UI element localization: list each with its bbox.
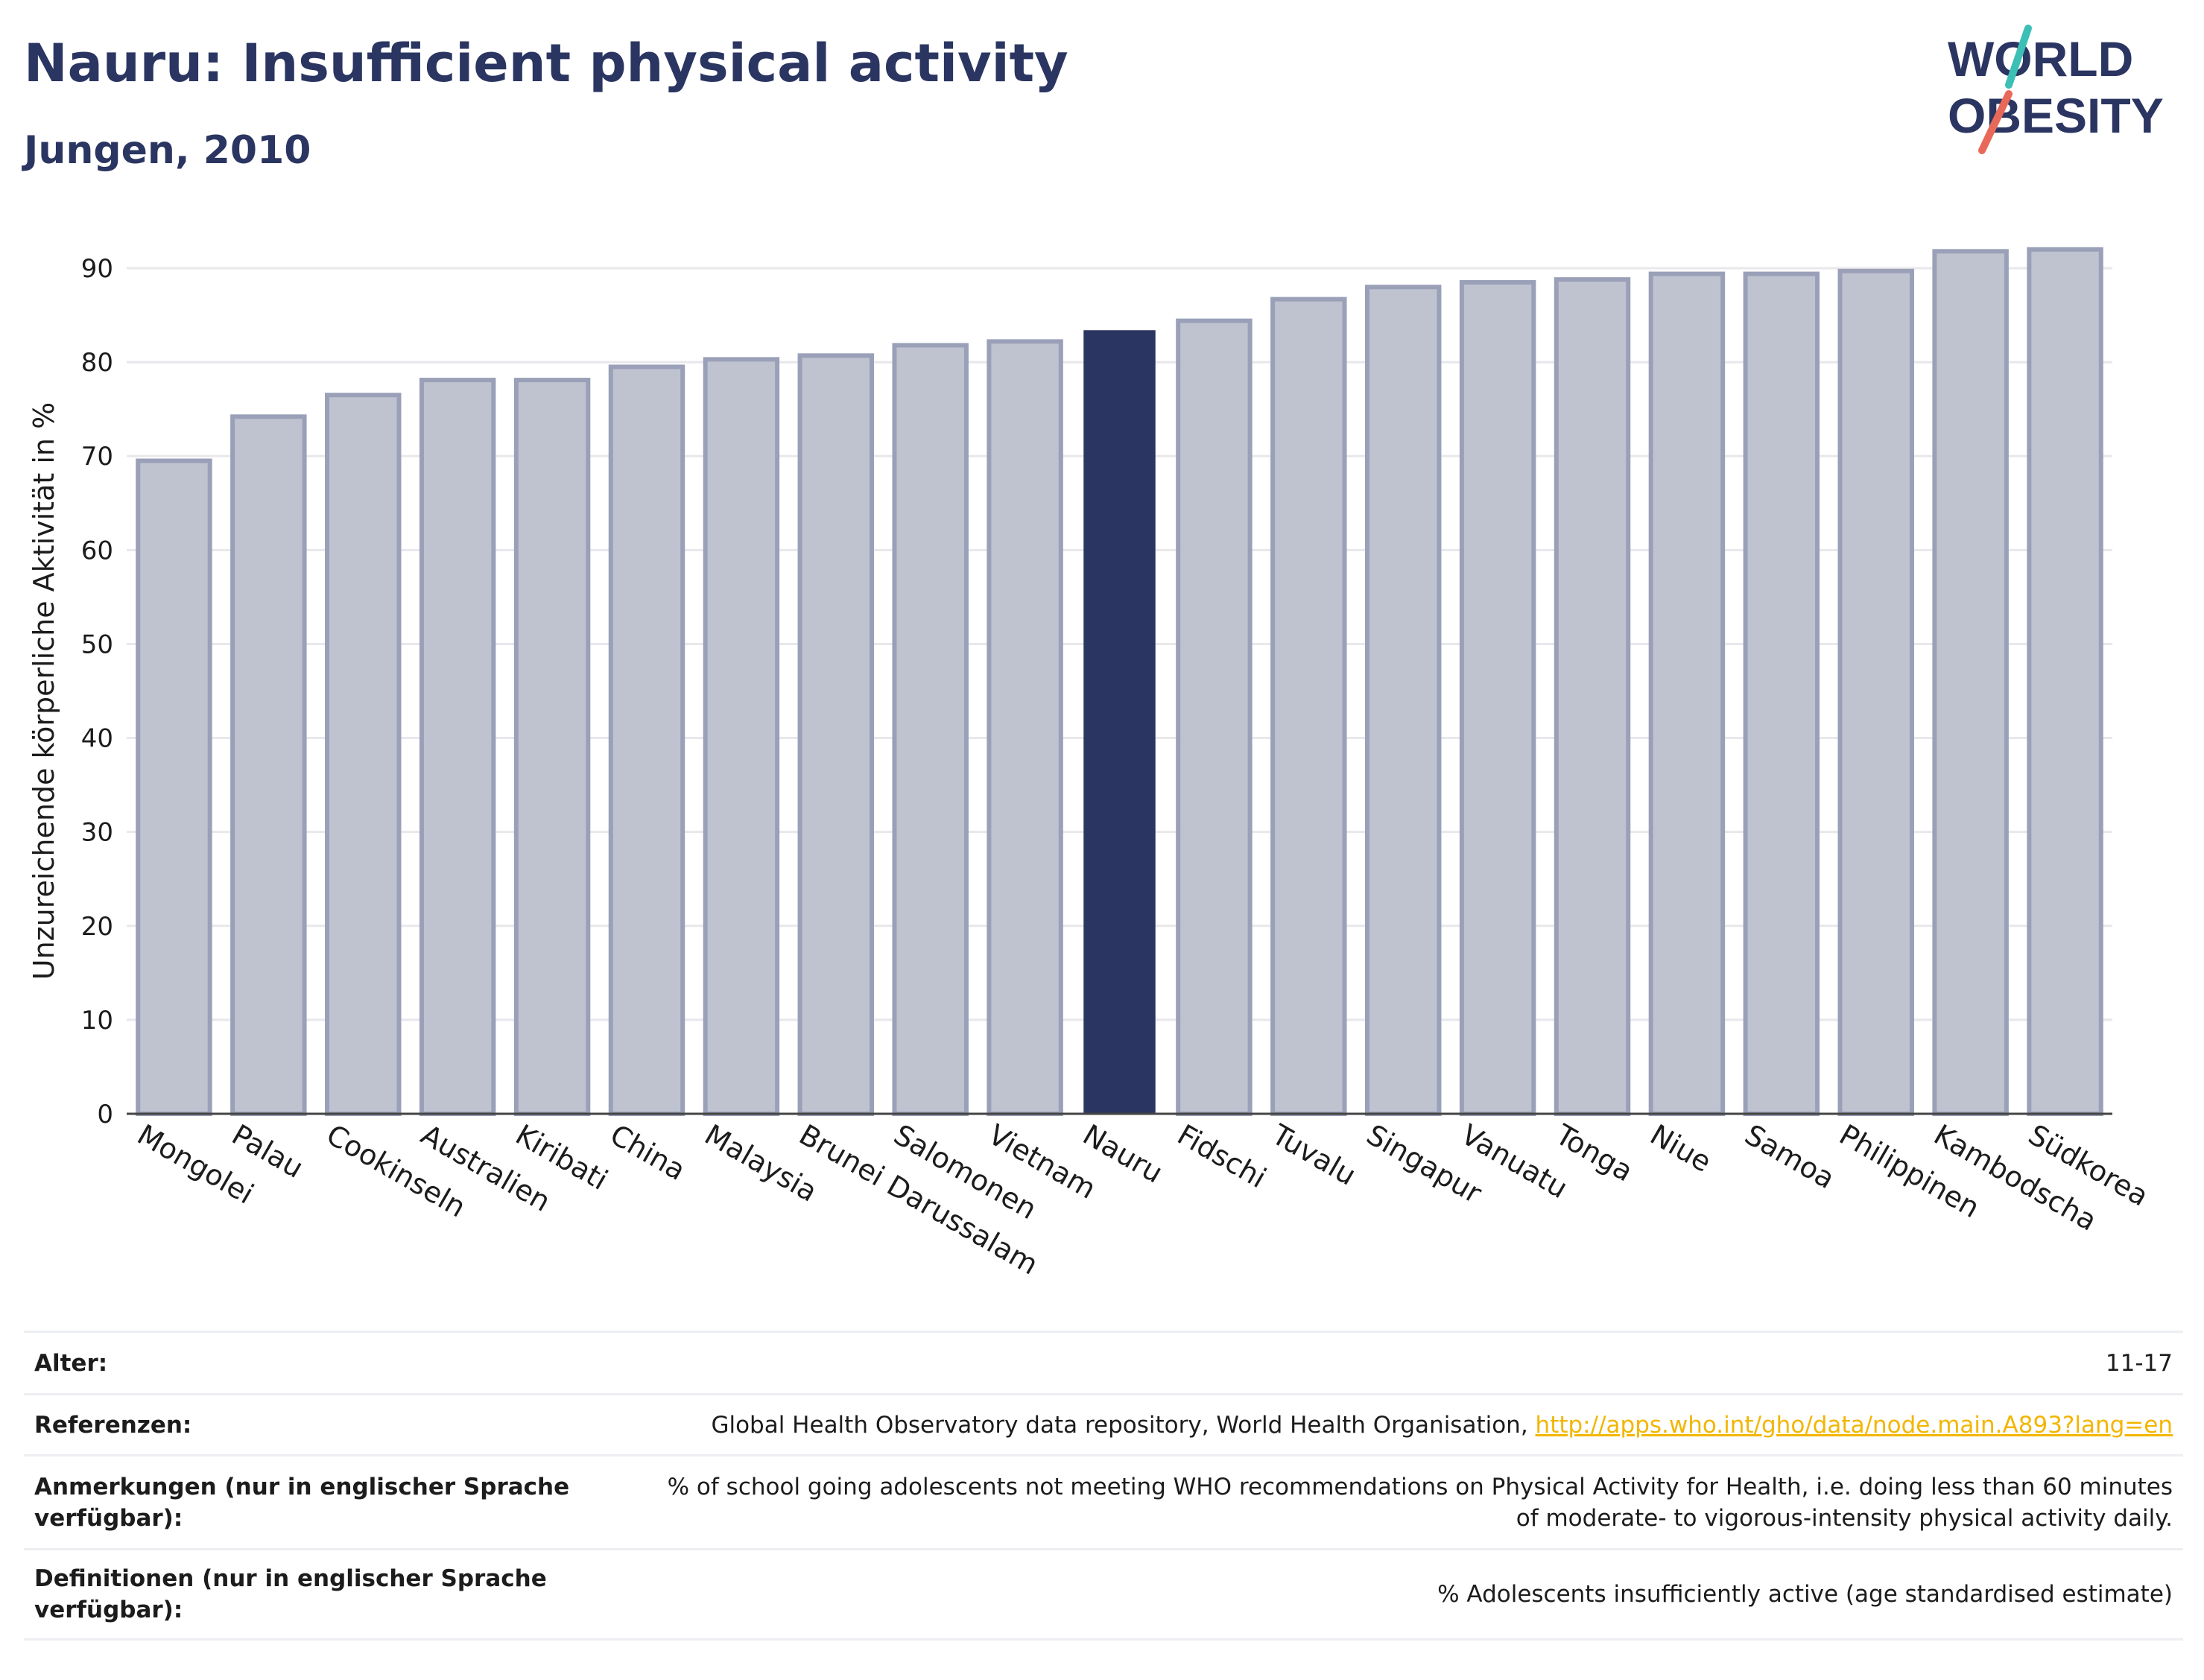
y-tick-label: 90 xyxy=(81,254,113,284)
bar-chart: 0 10 20 30 40 50 60 70 80 90 Unzureichende körperl… xyxy=(28,247,2154,1281)
logo-slash-coral xyxy=(1978,90,2013,154)
world-obesity-logo: WORLD OBESITY xyxy=(1948,25,2164,154)
bar-tuvalu xyxy=(1270,297,1347,1116)
bar-tonga xyxy=(1554,277,1631,1117)
x-tick-label: Samoa xyxy=(1739,1118,1840,1196)
bar-cookinseln xyxy=(325,393,402,1116)
y-tick-label: 70 xyxy=(81,442,113,472)
x-tick-label: China xyxy=(604,1118,691,1187)
info-key: Alter: xyxy=(34,1349,108,1377)
info-value: 11-17 xyxy=(2105,1349,2173,1377)
bar-samoa xyxy=(1743,271,1820,1117)
reference-text: Global Health Observatory data repositor… xyxy=(711,1411,1536,1439)
info-key: Referenzen: xyxy=(34,1411,192,1439)
bar-salomonen xyxy=(892,343,969,1116)
info-row-references: Referenzen: Global Health Observatory da… xyxy=(24,1393,2183,1454)
bar-südkorea xyxy=(2027,247,2103,1116)
info-row-notes: Anmerkungen (nur in englischer Sprache v… xyxy=(24,1454,2183,1548)
bar-kiribati xyxy=(513,378,591,1117)
bar-australien xyxy=(419,378,496,1117)
bar-fidschi xyxy=(1176,318,1253,1117)
y-tick-label: 0 xyxy=(97,1100,113,1129)
y-axis-label: Unzureichende körperliche Aktivität in % xyxy=(28,402,60,980)
y-tick-label: 10 xyxy=(81,1006,113,1036)
bar-palau xyxy=(230,414,307,1116)
info-key: Anmerkungen (nur in englischer Sprache v… xyxy=(34,1473,570,1532)
page-subtitle: Jungen, 2010 xyxy=(24,128,311,173)
x-tick-label: Tuvalu xyxy=(1266,1118,1361,1192)
page-title: Nauru: Insufficient physical activity xyxy=(24,33,1068,94)
info-key: Definitionen (nur in englischer Sprache … xyxy=(34,1565,547,1623)
info-table: Alter: 11-17 Referenzen: Global Health O… xyxy=(24,1331,2183,1641)
bar-vanuatu xyxy=(1459,279,1536,1117)
info-value: Global Health Observatory data repositor… xyxy=(601,1410,2173,1441)
logo-line1: WORLD xyxy=(1948,31,2133,86)
bar-malaysia xyxy=(703,357,780,1117)
info-row-age: Alter: 11-17 xyxy=(24,1331,2183,1393)
y-tick-label: 80 xyxy=(81,348,113,378)
info-row-definitions: Definitionen (nur in englischer Sprache … xyxy=(24,1548,2183,1641)
bar-philippinen xyxy=(1837,268,1914,1117)
bar-china xyxy=(608,364,685,1116)
info-value: % of school going adolescents not meetin… xyxy=(667,1473,2173,1532)
y-tick-label: 20 xyxy=(81,912,113,942)
y-tick-label: 60 xyxy=(81,536,113,565)
y-tick-label: 50 xyxy=(81,630,113,659)
bar-mongolei xyxy=(136,458,212,1116)
bar-kambodscha xyxy=(1932,249,2009,1116)
y-tick-label: 30 xyxy=(81,818,113,848)
logo-slash-teal xyxy=(2005,25,2032,89)
info-value: % Adolescents insufficiently active (age… xyxy=(1437,1581,2173,1608)
logo-line2: OBESITY xyxy=(1948,88,2164,143)
bar-singapur xyxy=(1364,285,1442,1117)
y-tick-label: 40 xyxy=(81,724,113,754)
reference-link[interactable]: http://apps.who.int/gho/data/node.main.A… xyxy=(1535,1411,2173,1439)
bar-vietnam xyxy=(987,339,1063,1116)
bar-niue xyxy=(1648,271,1726,1117)
bar-brunei-darussalam xyxy=(797,353,875,1117)
x-tick-label: Fidschi xyxy=(1172,1118,1272,1195)
bar-nauru xyxy=(1083,330,1156,1114)
x-tick-label: Niue xyxy=(1644,1118,1717,1179)
